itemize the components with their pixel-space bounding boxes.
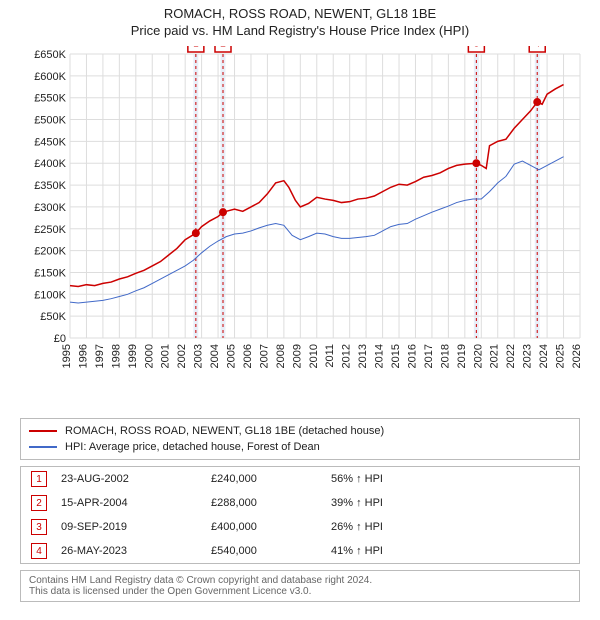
sale-date: 23-AUG-2002	[61, 473, 211, 485]
x-tick-label: 2016	[406, 344, 418, 368]
x-tick-label: 2003	[193, 344, 205, 368]
sale-delta: 41% ↑ HPI	[331, 545, 461, 557]
legend-row: ROMACH, ROSS ROAD, NEWENT, GL18 1BE (det…	[29, 423, 571, 439]
x-tick-label: 1996	[77, 344, 89, 368]
x-tick-label: 2015	[390, 344, 402, 368]
sale-delta: 39% ↑ HPI	[331, 497, 461, 509]
legend-swatch	[29, 430, 57, 432]
x-tick-label: 2022	[505, 344, 517, 368]
sale-dot	[472, 159, 480, 167]
x-tick-label: 2013	[357, 344, 369, 368]
x-tick-label: 2025	[555, 344, 567, 368]
x-tick-label: 1997	[94, 344, 106, 368]
footer-line1: Contains HM Land Registry data © Crown c…	[29, 575, 571, 586]
y-tick-label: £50K	[40, 311, 66, 323]
sale-delta: 26% ↑ HPI	[331, 521, 461, 533]
sale-delta: 56% ↑ HPI	[331, 473, 461, 485]
chart-titles: ROMACH, ROSS ROAD, NEWENT, GL18 1BE Pric…	[0, 0, 600, 40]
x-tick-label: 2019	[456, 344, 468, 368]
sale-row: 4 26-MAY-2023£540,00041% ↑ HPI	[21, 539, 579, 563]
x-tick-label: 2002	[176, 344, 188, 368]
y-tick-label: £550K	[34, 93, 66, 105]
x-tick-label: 2017	[423, 344, 435, 368]
sale-dot	[533, 98, 541, 106]
x-tick-label: 2008	[275, 344, 287, 368]
sale-dot	[192, 229, 200, 237]
y-tick-label: £650K	[34, 49, 66, 61]
y-tick-label: £150K	[34, 267, 66, 279]
x-tick-label: 2004	[209, 344, 221, 368]
y-tick-label: £500K	[34, 115, 66, 127]
sale-marker-num: 2	[220, 46, 226, 50]
sale-date: 15-APR-2004	[61, 497, 211, 509]
x-tick-label: 2009	[291, 344, 303, 368]
title-line1: ROMACH, ROSS ROAD, NEWENT, GL18 1BE	[0, 6, 600, 21]
sale-price: £288,000	[211, 497, 331, 509]
y-tick-label: £100K	[34, 289, 66, 301]
sale-marker-num: 4	[534, 46, 540, 50]
y-tick-label: £250K	[34, 224, 66, 236]
y-tick-label: £0	[54, 333, 66, 345]
y-tick-label: £450K	[34, 136, 66, 148]
x-tick-label: 2021	[489, 344, 501, 368]
legend-label: ROMACH, ROSS ROAD, NEWENT, GL18 1BE (det…	[65, 425, 384, 437]
chart: £0 £50K £100K £150K £200K £250K £300K £350K £400…	[30, 46, 590, 386]
sale-price: £540,000	[211, 545, 331, 557]
sale-row: 1 23-AUG-2002£240,00056% ↑ HPI	[21, 467, 579, 491]
title-line2: Price paid vs. HM Land Registry's House …	[0, 23, 600, 38]
sale-row-marker: 1	[31, 471, 47, 487]
x-tick-label: 2012	[341, 344, 353, 368]
x-tick-label: 2005	[226, 344, 238, 368]
sale-row-marker: 3	[31, 519, 47, 535]
y-tick-label: £200K	[34, 246, 66, 258]
y-tick-label: £300K	[34, 202, 66, 214]
y-tick-label: £350K	[34, 180, 66, 192]
x-tick-label: 2006	[242, 344, 254, 368]
x-tick-label: 2026	[571, 344, 583, 368]
x-tick-label: 2018	[439, 344, 451, 368]
x-tick-label: 2023	[522, 344, 534, 368]
sale-price: £400,000	[211, 521, 331, 533]
chart-svg: £0 £50K £100K £150K £200K £250K £300K £350K £400…	[30, 46, 590, 386]
x-tick-label: 2007	[258, 344, 270, 368]
legend-row: HPI: Average price, detached house, Fore…	[29, 439, 571, 455]
x-tick-label: 2010	[308, 344, 320, 368]
legend-swatch	[29, 446, 57, 448]
sale-dot	[219, 208, 227, 216]
sale-date: 26-MAY-2023	[61, 545, 211, 557]
sale-date: 09-SEP-2019	[61, 521, 211, 533]
sales-table: 1 23-AUG-2002£240,00056% ↑ HPI 2 15-APR-200…	[20, 466, 580, 564]
footer-line2: This data is licensed under the Open Gov…	[29, 586, 571, 597]
footer: Contains HM Land Registry data © Crown c…	[20, 570, 580, 602]
sale-marker-num: 3	[474, 46, 480, 50]
x-tick-label: 2000	[143, 344, 155, 368]
legend: ROMACH, ROSS ROAD, NEWENT, GL18 1BE (det…	[20, 418, 580, 460]
y-tick-label: £400K	[34, 158, 66, 170]
sale-row: 3 09-SEP-2019£400,00026% ↑ HPI	[21, 515, 579, 539]
x-tick-label: 1995	[61, 344, 73, 368]
x-tick-label: 2024	[538, 344, 550, 368]
sale-row: 2 15-APR-2004£288,00039% ↑ HPI	[21, 491, 579, 515]
sale-price: £240,000	[211, 473, 331, 485]
sale-row-marker: 2	[31, 495, 47, 511]
x-tick-label: 1998	[110, 344, 122, 368]
legend-label: HPI: Average price, detached house, Fore…	[65, 441, 320, 453]
x-tick-label: 1999	[127, 344, 139, 368]
x-tick-label: 2011	[324, 344, 336, 368]
x-tick-label: 2020	[472, 344, 484, 368]
y-tick-label: £600K	[34, 71, 66, 83]
sale-marker-num: 1	[193, 46, 199, 50]
x-tick-label: 2001	[160, 344, 172, 368]
x-tick-label: 2014	[374, 344, 386, 368]
sale-row-marker: 4	[31, 543, 47, 559]
